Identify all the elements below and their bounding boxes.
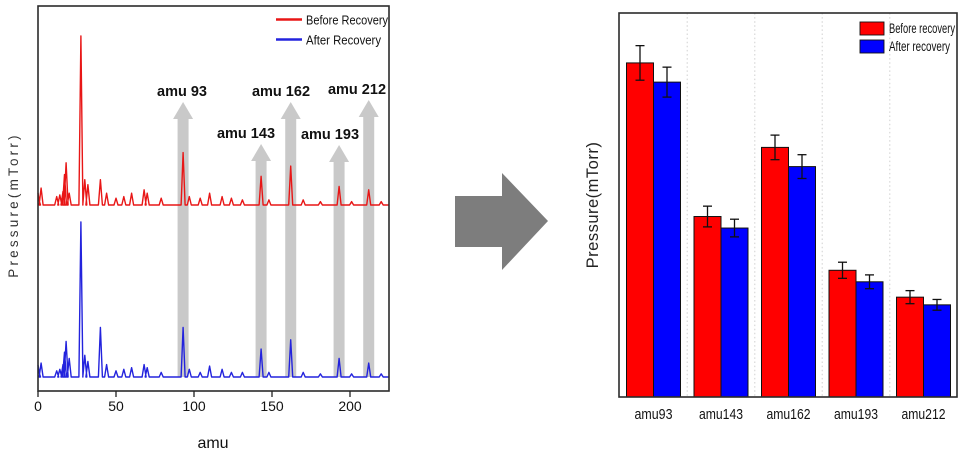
x-axis-label: amu xyxy=(197,435,228,452)
category-label: amu193 xyxy=(834,406,878,423)
bar-after-amu193 xyxy=(855,281,884,398)
x-tick-label: 200 xyxy=(338,398,362,414)
x-tick-label: 0 xyxy=(34,398,42,414)
bar-chart: amu93 amu143 amu162 amu193 amu212 Before reco… xyxy=(584,12,958,423)
annotation-arrow-icon xyxy=(280,102,301,119)
x-tick-label: 150 xyxy=(260,398,284,414)
annotation-label: amu 212 xyxy=(328,82,386,98)
annotation-arrow-icon xyxy=(358,100,379,117)
bar-after-amu93 xyxy=(653,81,681,398)
annotation-arrow-shaft xyxy=(363,116,375,377)
x-tick-label: 50 xyxy=(108,398,124,414)
annotation-arrow-shaft xyxy=(285,118,297,377)
legend-swatch-before-icon xyxy=(859,21,885,36)
legend-label-after: After recovery xyxy=(889,39,950,54)
legend-label-before: Before Recovery xyxy=(306,13,388,28)
spectrum-chart: amu 93 amu 143 amu 162 amu 193 amu 212 0 50 100… xyxy=(6,5,390,452)
error-bar xyxy=(932,298,942,311)
bar-before-amu193 xyxy=(828,269,857,398)
error-bar xyxy=(635,44,645,81)
right-arrow-icon xyxy=(455,173,548,270)
x-tick-label: 100 xyxy=(182,398,206,414)
category-label: amu162 xyxy=(767,406,811,423)
category-label: amu143 xyxy=(699,406,743,423)
error-bar xyxy=(770,134,780,161)
annotation-label: amu 162 xyxy=(252,84,310,100)
category-label: amu212 xyxy=(902,406,946,423)
y-axis-label: Pressure(mTorr) xyxy=(584,142,602,269)
bar-after-amu212 xyxy=(923,304,951,398)
error-bar xyxy=(703,205,712,228)
y-axis-label: Pressure(mTorr) xyxy=(6,132,21,278)
bar-before-amu212 xyxy=(896,296,924,398)
annotation-label: amu 93 xyxy=(157,84,207,100)
bar-before-amu93 xyxy=(626,62,654,398)
error-bar xyxy=(905,289,915,305)
legend-label-before: Before recovery xyxy=(889,21,955,36)
error-bar xyxy=(797,154,807,180)
annotation-arrow-icon xyxy=(173,102,194,119)
annotation-label: amu 193 xyxy=(301,127,359,143)
legend-label-after: After Recovery xyxy=(306,33,381,48)
error-bar xyxy=(838,261,847,279)
annotation-label: amu 143 xyxy=(217,126,275,142)
error-bar xyxy=(730,218,739,238)
trace-before-recovery xyxy=(37,35,389,206)
annotation-arrow-icon xyxy=(251,144,272,161)
error-bar xyxy=(662,66,672,98)
annotation-arrow-shaft xyxy=(333,161,345,377)
bar-after-amu162 xyxy=(788,166,816,398)
annotation-arrow-shaft xyxy=(177,118,189,377)
transition-arrow xyxy=(455,173,548,270)
bar-before-amu143 xyxy=(693,216,722,398)
category-label: amu93 xyxy=(635,406,673,423)
bar-plot-frame xyxy=(618,12,958,398)
bar-before-amu162 xyxy=(761,146,789,398)
trace-after-recovery xyxy=(37,221,389,378)
error-bar xyxy=(865,274,874,290)
annotation-arrow-shaft xyxy=(255,160,267,377)
spectrum-plot-frame xyxy=(37,5,390,392)
bar-after-amu143 xyxy=(720,227,749,398)
legend-swatch-after-icon xyxy=(859,39,885,54)
annotation-arrow-icon xyxy=(329,145,350,162)
